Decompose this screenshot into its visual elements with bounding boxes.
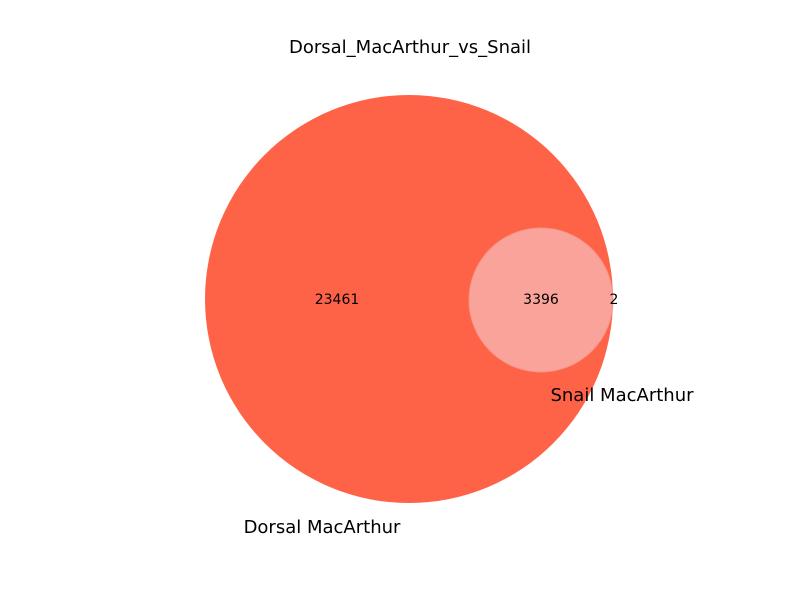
count-intersection: 3396	[523, 292, 559, 308]
set-label-dorsal-macarthur: Dorsal MacArthur	[244, 517, 401, 538]
set-circle-snail-macarthur	[468, 227, 614, 373]
count-dorsal-only: 23461	[315, 292, 360, 308]
count-snail-only: 2	[610, 292, 619, 308]
diagram-title: Dorsal_MacArthur_vs_Snail	[289, 37, 531, 58]
set-circle-dorsal-macarthur	[205, 95, 613, 503]
set-label-snail-macarthur: Snail MacArthur	[550, 385, 694, 406]
